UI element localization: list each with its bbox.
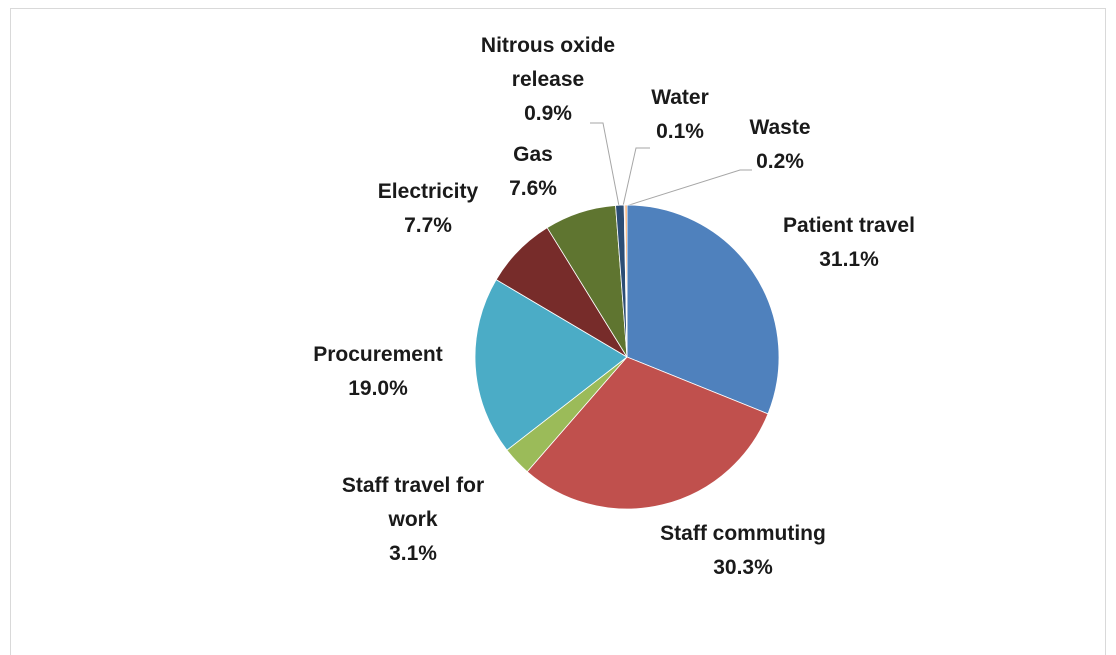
category-name: Electricity [377, 180, 479, 203]
category-name: Water [651, 86, 709, 109]
slice-label: Procurement 19.0% [278, 338, 478, 406]
slice-label: Water 0.1% [630, 81, 730, 149]
slice-label: Waste 0.2% [730, 111, 830, 179]
category-name: Staff travel for work [341, 474, 485, 531]
value-label: 0.1% [656, 120, 704, 143]
value-label: 30.3% [713, 556, 773, 579]
leader-line [625, 169, 752, 207]
pie-slice [624, 204, 628, 358]
chart-frame [10, 8, 1106, 655]
slice-label: Gas 7.6% [493, 138, 573, 206]
pie-slice [526, 356, 769, 510]
category-name: Procurement [313, 343, 443, 366]
value-label: 7.6% [509, 177, 557, 200]
value-label: 3.1% [389, 542, 437, 565]
leader-line [622, 147, 650, 207]
category-name: Nitrous oxide release [480, 34, 616, 91]
slice-label: Staff commuting 30.3% [623, 517, 863, 585]
value-label: 0.2% [756, 150, 804, 173]
value-label: 31.1% [819, 248, 879, 271]
slice-label: Staff travel for work 3.1% [318, 469, 508, 571]
value-label: 7.7% [404, 214, 452, 237]
category-name: Patient travel [783, 214, 915, 237]
value-label: 19.0% [348, 377, 408, 400]
slice-label: Nitrous oxide release 0.9% [463, 29, 633, 131]
value-label: 0.9% [524, 102, 572, 125]
category-name: Waste [749, 116, 811, 139]
category-name: Gas [513, 143, 553, 166]
slice-label: Patient travel 31.1% [749, 209, 949, 277]
slice-label: Electricity 7.7% [358, 175, 498, 243]
leader-line [590, 122, 620, 207]
category-name: Staff commuting [660, 522, 826, 545]
pie-slice [474, 279, 628, 451]
pie-slice [626, 204, 780, 415]
